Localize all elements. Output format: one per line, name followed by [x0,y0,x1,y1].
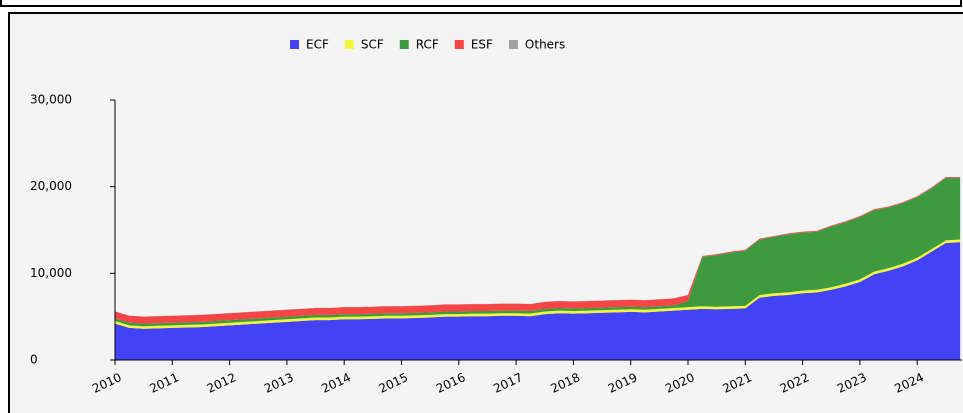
legend-label: RCF [416,38,439,52]
y-tick-label: 30,000 [30,93,72,107]
legend-label: ESF [471,38,493,52]
y-tick-label: 0 [30,353,38,367]
legend-swatch [290,40,299,49]
legend-label: SCF [361,38,384,52]
top-frame [0,0,962,7]
area-rcf [115,178,961,327]
legend-swatch [344,40,354,49]
area-ecf [115,242,961,360]
legend-label: Others [525,38,565,52]
legend-swatch [508,40,518,49]
legend-label: ECF [306,38,329,52]
legend-swatch [399,40,409,49]
legend-swatch [454,40,464,49]
y-tick-label: 20,000 [30,179,72,193]
y-tick-label: 10,000 [30,266,72,280]
